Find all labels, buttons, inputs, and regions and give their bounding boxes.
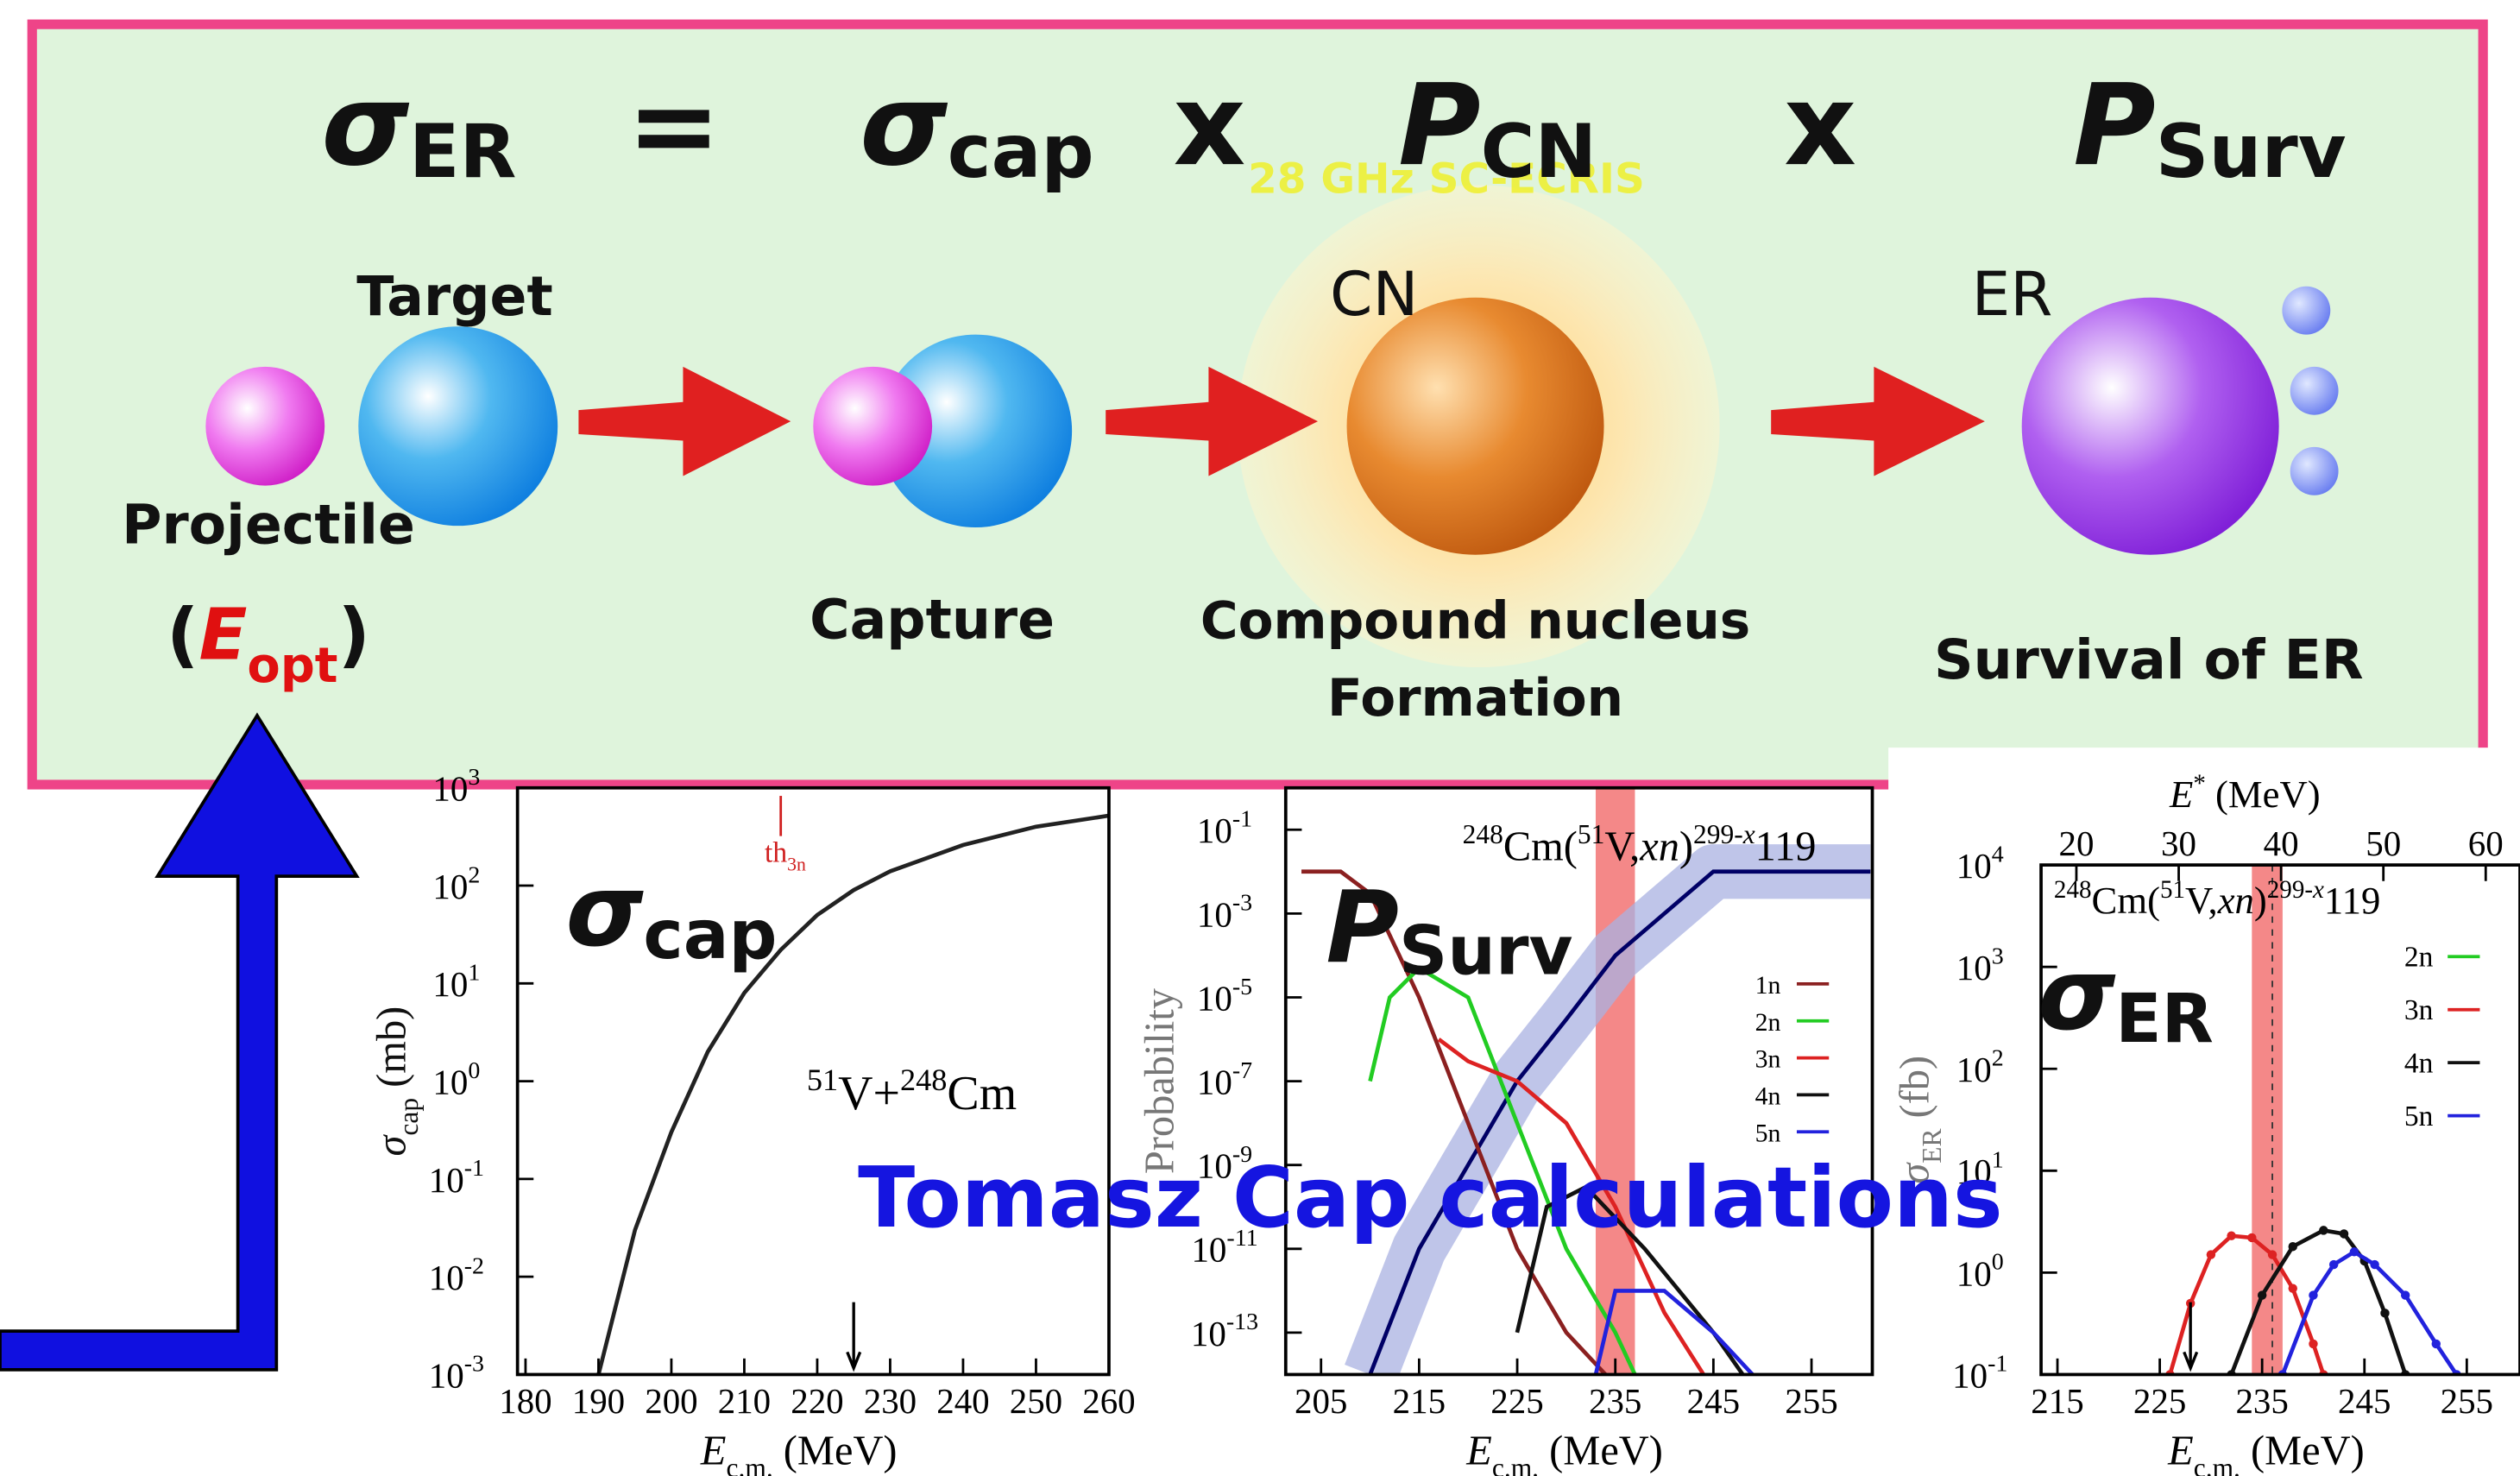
x-tick-label: 210	[718, 1381, 771, 1421]
point	[2350, 1247, 2359, 1256]
x-label: Ec.m. (MeV)	[700, 1429, 898, 1476]
y-tick-label: 103	[432, 764, 480, 809]
x-tick-label: 225	[1490, 1381, 1543, 1421]
x-tick-label: 225	[2133, 1381, 2186, 1421]
x-tick-label: 215	[1393, 1381, 1446, 1421]
point	[2432, 1340, 2441, 1348]
point	[2227, 1231, 2235, 1239]
legend-label: 2n	[1755, 1008, 1781, 1037]
label: Projectile	[122, 493, 415, 557]
plot-overlay: σcap	[566, 854, 778, 975]
label: Compound nucleus	[1200, 592, 1750, 652]
x-tick-label: 255	[1785, 1381, 1837, 1421]
legend-label: 4n	[1755, 1082, 1781, 1111]
point	[2309, 1340, 2317, 1348]
label: Survival of ER	[1934, 628, 2364, 691]
point	[2370, 1260, 2378, 1269]
y-tick-label: 10-1	[1197, 806, 1252, 851]
label: Capture	[810, 588, 1055, 652]
legend-label: 1n	[1755, 971, 1781, 1000]
formula-term: =	[627, 60, 721, 191]
y-tick-label: 10-13	[1191, 1309, 1258, 1353]
credit: Tomasz Cap calculations	[858, 1149, 2002, 1246]
point	[2340, 1229, 2348, 1238]
x-tick-label: 230	[864, 1381, 917, 1421]
formula-term: x	[1784, 60, 1856, 191]
y-tick-label: 10-7	[1197, 1057, 1252, 1102]
reaction-label: 248Cm(51V,xn)299-x119	[1463, 819, 1817, 869]
x2-label: E* (MeV)	[2169, 770, 2321, 816]
label: ER	[1972, 258, 2053, 330]
x-tick-label: 255	[2441, 1381, 2493, 1421]
x-tick-label: 250	[1010, 1381, 1062, 1421]
y-tick-label: 102	[432, 861, 480, 906]
x2-tick-label: 20	[2058, 823, 2094, 863]
x-tick-label: 200	[645, 1381, 697, 1421]
x-tick-label: 245	[1687, 1381, 1740, 1421]
label: Formation	[1327, 669, 1623, 729]
big-arrow	[0, 716, 356, 1370]
y-tick-label: 10-1	[429, 1155, 484, 1200]
y-tick-label: 101	[432, 960, 480, 1005]
point	[2319, 1226, 2328, 1234]
x2-tick-label: 60	[2468, 823, 2504, 863]
x-tick-label: 220	[791, 1381, 843, 1421]
band	[2252, 865, 2283, 1374]
legend-label: 5n	[1755, 1119, 1781, 1147]
x-tick-label: 245	[2338, 1381, 2391, 1421]
x-label: Ec.m. (MeV)	[1465, 1429, 1663, 1476]
marker-arrow	[847, 1303, 860, 1368]
legend-label: 3n	[1755, 1045, 1781, 1074]
y-label: Probability	[1137, 987, 1182, 1174]
x-tick-label: 205	[1295, 1381, 1347, 1421]
x-tick-label: 260	[1082, 1381, 1135, 1421]
x-tick-label: 215	[2031, 1381, 2083, 1421]
x2-tick-label: 50	[2366, 823, 2401, 863]
slide: Target Projectile (Eopt) Capture CN Comp…	[0, 0, 2520, 1476]
point	[2268, 1250, 2277, 1258]
legend-label: 3n	[2404, 994, 2434, 1026]
y-tick-label: 10-3	[1197, 890, 1252, 935]
plot-overlay: PSurv	[1326, 870, 1572, 991]
threshold-label: th3n	[765, 836, 806, 874]
band	[1596, 788, 1635, 1375]
page: {"formula":[{"symbol":"σ","sub":"ER"},{"…	[0, 0, 2520, 1476]
x-tick-label: 235	[2235, 1381, 2288, 1421]
label: Target	[356, 264, 552, 328]
x-tick-label: 190	[572, 1381, 625, 1421]
plot: 180 190 200 210 220 230 240 250 260 10-3 10-2 10-1 1…	[369, 764, 1135, 1476]
point	[2258, 1290, 2266, 1299]
x-tick-label: 240	[936, 1381, 989, 1421]
legend-label: 4n	[2404, 1047, 2434, 1079]
x-tick-label: 180	[499, 1381, 551, 1421]
point	[2401, 1290, 2410, 1299]
x2-tick-label: 40	[2264, 823, 2299, 863]
point	[2289, 1284, 2297, 1292]
label: CN	[1330, 258, 1418, 330]
formula-term: x	[1173, 60, 1245, 191]
legend-label: 2n	[2404, 941, 2434, 973]
reaction-label: 248Cm(51V,xn)299-x119	[2054, 876, 2380, 922]
y-tick-label: 10-5	[1197, 974, 1252, 1019]
point	[2207, 1250, 2215, 1258]
y-tick-label: 10-3	[429, 1351, 484, 1396]
point	[2309, 1290, 2317, 1299]
y-tick-label: 10-2	[429, 1252, 484, 1297]
point	[2380, 1309, 2389, 1317]
y-label: σcap (mb)	[369, 1006, 424, 1157]
x-tick-label: 235	[1589, 1381, 1641, 1421]
legend-label: 5n	[2404, 1101, 2434, 1132]
y-tick-label: 100	[432, 1057, 480, 1102]
x2-tick-label: 30	[2161, 823, 2196, 863]
point	[2247, 1233, 2256, 1242]
reaction-label: 51V+248Cm	[807, 1063, 1017, 1120]
point	[2329, 1260, 2338, 1269]
point	[2289, 1242, 2297, 1251]
